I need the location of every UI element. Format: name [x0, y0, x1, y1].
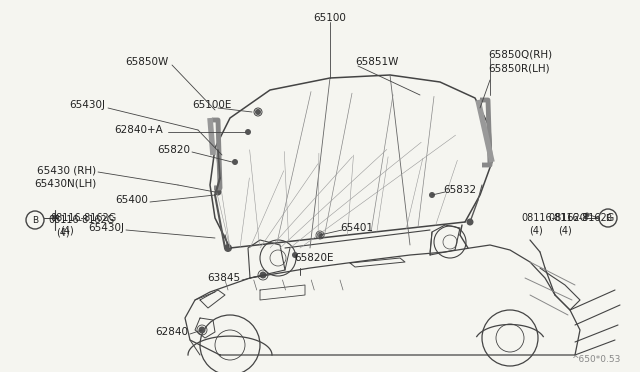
- Text: 08116-8162G: 08116-8162G: [50, 213, 116, 223]
- Circle shape: [599, 209, 617, 227]
- Text: 65100E: 65100E: [192, 100, 232, 110]
- Circle shape: [26, 211, 44, 229]
- Text: 08116-8162G: 08116-8162G: [548, 213, 614, 223]
- Text: 65401: 65401: [340, 223, 373, 233]
- Text: 65850W: 65850W: [125, 57, 168, 67]
- Text: 08116-8162G: 08116-8162G: [48, 215, 115, 225]
- Text: 65430N(LH): 65430N(LH): [34, 178, 96, 188]
- Text: 65400: 65400: [115, 195, 148, 205]
- Circle shape: [259, 272, 266, 279]
- Text: 65851W: 65851W: [355, 57, 398, 67]
- Text: 65820E: 65820E: [294, 253, 333, 263]
- Circle shape: [429, 192, 435, 198]
- Text: 62840+A: 62840+A: [115, 125, 163, 135]
- Text: (4): (4): [558, 225, 572, 235]
- Circle shape: [255, 109, 261, 115]
- Circle shape: [52, 215, 58, 219]
- Text: 65850Q(RH): 65850Q(RH): [488, 49, 552, 59]
- Text: (4): (4): [529, 225, 543, 235]
- Text: ^650*0.53: ^650*0.53: [571, 356, 620, 365]
- Text: 65850R(LH): 65850R(LH): [488, 63, 550, 73]
- Text: 63845: 63845: [207, 273, 240, 283]
- Circle shape: [292, 252, 298, 258]
- Text: 65832: 65832: [443, 185, 476, 195]
- Text: 08116-8162G: 08116-8162G: [521, 213, 588, 223]
- Text: (4): (4): [56, 227, 70, 237]
- Text: B: B: [605, 214, 611, 222]
- Circle shape: [232, 159, 238, 165]
- Text: 65430J: 65430J: [88, 223, 124, 233]
- Circle shape: [198, 327, 205, 334]
- Circle shape: [317, 232, 323, 238]
- Text: 65430J: 65430J: [69, 100, 105, 110]
- Text: 62840: 62840: [155, 327, 188, 337]
- Text: 65820: 65820: [157, 145, 190, 155]
- Circle shape: [245, 129, 251, 135]
- Circle shape: [224, 244, 232, 252]
- Circle shape: [584, 212, 589, 218]
- Text: B: B: [32, 215, 38, 224]
- Circle shape: [467, 218, 474, 225]
- Text: 65430 (RH): 65430 (RH): [37, 165, 96, 175]
- Text: 65100: 65100: [314, 13, 346, 23]
- Text: (4): (4): [60, 225, 74, 235]
- Circle shape: [214, 189, 221, 196]
